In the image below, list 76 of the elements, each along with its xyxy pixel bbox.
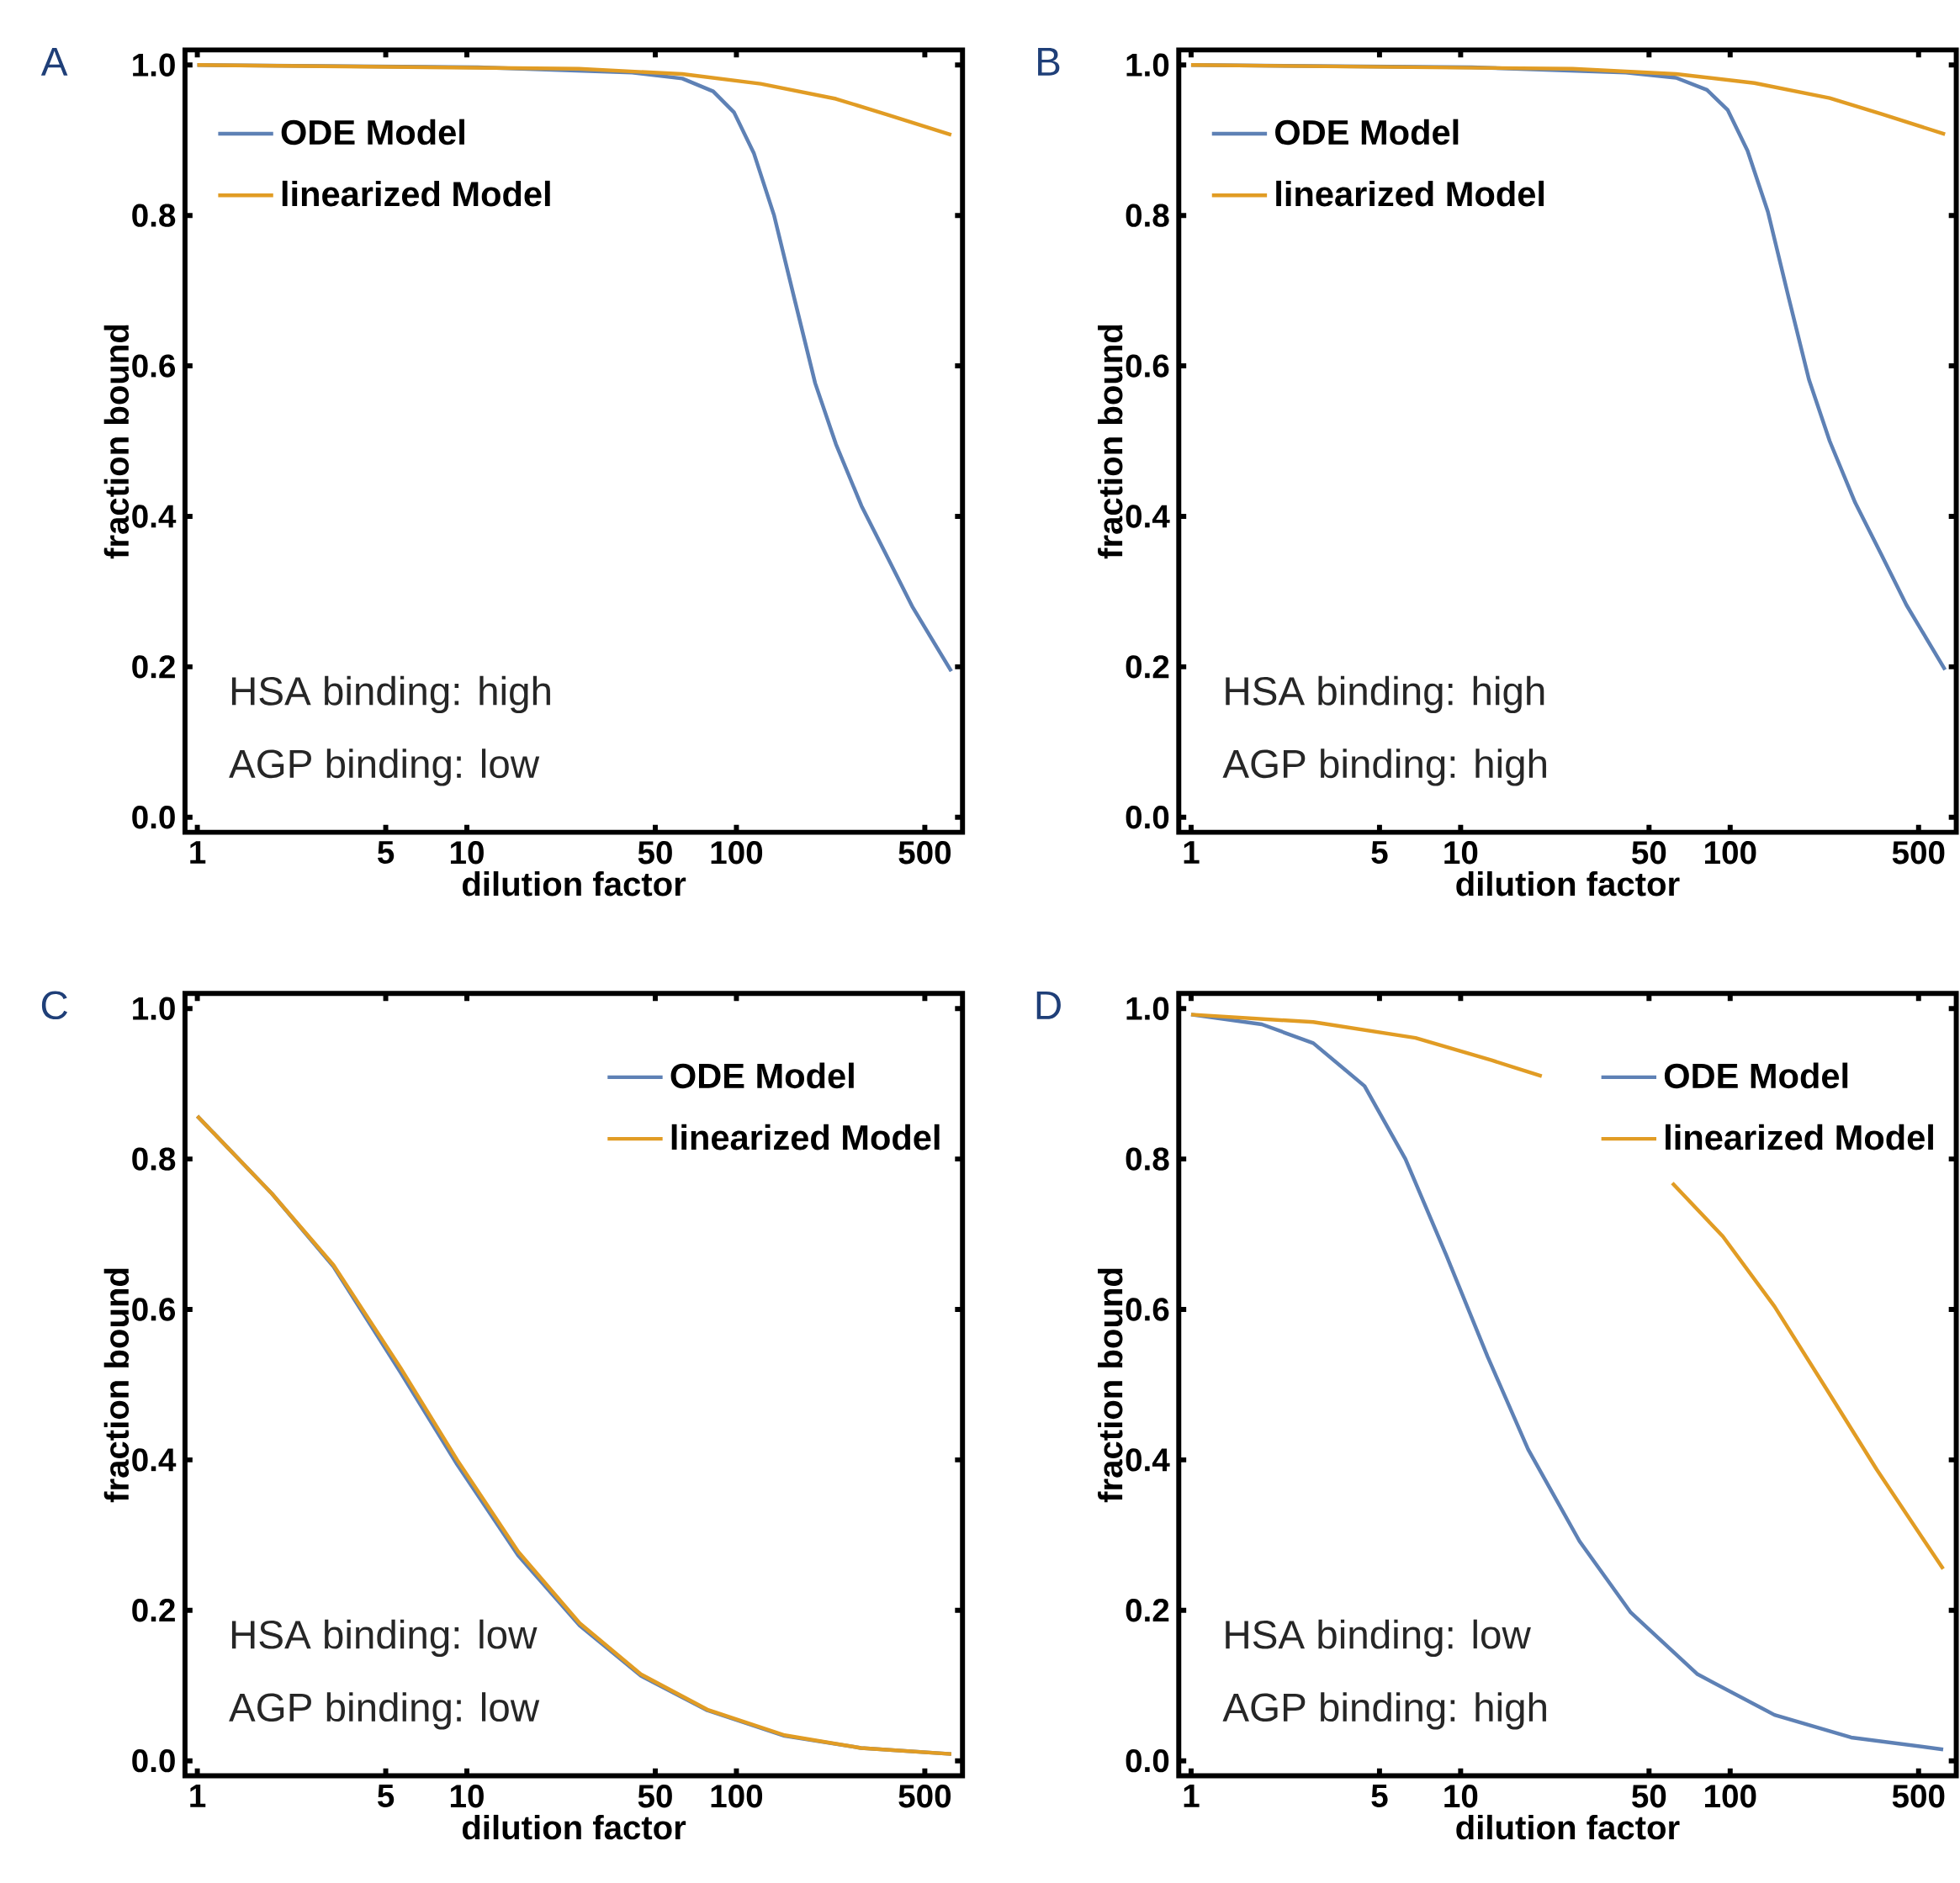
- annotation: AGP binding: high: [1222, 1692, 1546, 1730]
- x-tick-label: 500: [1892, 840, 1945, 865]
- legend-label: linearized Model: [671, 1124, 940, 1150]
- y-tick-label: 1.0: [1126, 997, 1169, 1020]
- x-axis-title: dilution factor: [1456, 1814, 1680, 1840]
- legend-label: ODE Model: [281, 119, 464, 145]
- x-tick-label: 100: [711, 840, 763, 865]
- chart-title: C: [41, 991, 68, 1019]
- x-tick-label: 10: [450, 840, 484, 865]
- x-tick-label: 100: [1704, 840, 1756, 865]
- y-tick-label: 1.0: [1126, 53, 1169, 77]
- annotation: AGP binding: low: [229, 1692, 540, 1730]
- y-tick-label: 0.8: [1126, 204, 1169, 227]
- chart-title: B: [1038, 47, 1060, 76]
- legend-label: ODE Model: [670, 1062, 854, 1088]
- x-tick-label: 1: [190, 840, 206, 864]
- y-tick-label: 0.8: [132, 204, 176, 227]
- y-tick-label: 1.0: [133, 997, 175, 1020]
- legend-label: linearized Model: [282, 180, 550, 207]
- x-axis-title: dilution factor: [462, 1814, 686, 1840]
- x-tick-label: 1: [190, 1784, 206, 1807]
- y-tick-label: 0.0: [132, 805, 175, 829]
- y-tick-label: 0.6: [1126, 354, 1169, 378]
- x-tick-label: 50: [638, 840, 672, 865]
- x-axis-title: dilution factor: [462, 870, 686, 897]
- x-tick-label: 10: [1444, 1784, 1478, 1808]
- chart-title: D: [1036, 991, 1061, 1019]
- x-tick-label: 5: [378, 1784, 395, 1807]
- x-tick-label: 500: [898, 1784, 951, 1808]
- y-tick-label: 0.6: [132, 1298, 176, 1321]
- x-tick-label: 50: [1632, 1784, 1666, 1808]
- y-tick-label: 0.6: [132, 354, 176, 378]
- y-tick-label: 0.2: [132, 1598, 175, 1622]
- x-tick-label: 5: [1371, 840, 1388, 864]
- x-tick-label: 5: [378, 840, 395, 864]
- x-axis-title: dilution factor: [1456, 870, 1680, 897]
- y-tick-label: 0.4: [132, 1448, 177, 1472]
- y-axis-title: fraction bound: [103, 325, 130, 559]
- x-tick-label: 10: [1444, 840, 1478, 865]
- y-axis-title: fraction bound: [103, 1268, 130, 1502]
- chart-title: A: [40, 47, 68, 76]
- legend-label: ODE Model: [1275, 119, 1459, 145]
- y-tick-label: 0.8: [1126, 1147, 1169, 1171]
- y-tick-label: 0.6: [1126, 1298, 1169, 1321]
- y-tick-label: 0.8: [132, 1147, 176, 1171]
- x-tick-label: 100: [1704, 1784, 1756, 1808]
- x-tick-label: 1: [1184, 840, 1200, 864]
- x-tick-label: 500: [1892, 1784, 1945, 1808]
- legend-label: linearized Model: [1666, 1124, 1933, 1150]
- y-tick-label: 0.0: [1126, 1748, 1169, 1773]
- x-tick-label: 10: [450, 1784, 484, 1808]
- legend-label: ODE Model: [1664, 1062, 1848, 1088]
- x-tick-label: 1: [1184, 1784, 1200, 1807]
- annotation: HSA binding: low: [231, 1619, 538, 1657]
- annotation: HSA binding: low: [1226, 1619, 1531, 1657]
- x-tick-label: 50: [1632, 840, 1666, 865]
- y-axis-title: fraction bound: [1098, 1268, 1123, 1502]
- y-tick-label: 0.2: [1126, 1598, 1169, 1622]
- x-tick-label: 100: [711, 1784, 763, 1808]
- annotation: AGP binding: high: [1222, 748, 1546, 786]
- y-tick-label: 0.0: [1126, 805, 1169, 829]
- y-tick-label: 0.4: [1126, 505, 1170, 528]
- x-tick-label: 5: [1371, 1784, 1388, 1807]
- annotation: AGP binding: low: [229, 748, 540, 786]
- y-tick-label: 0.4: [1126, 1448, 1170, 1472]
- y-tick-label: 0.0: [132, 1748, 175, 1773]
- annotation: HSA binding: high: [1226, 675, 1544, 713]
- legend-label: linearized Model: [1276, 180, 1544, 207]
- x-tick-label: 50: [638, 1784, 672, 1808]
- y-tick-label: 1.0: [133, 53, 175, 77]
- x-tick-label: 500: [898, 840, 951, 865]
- y-tick-label: 0.2: [132, 654, 175, 679]
- annotation: HSA binding: high: [231, 675, 550, 713]
- y-tick-label: 0.4: [132, 505, 177, 528]
- y-tick-label: 0.2: [1126, 654, 1169, 679]
- y-axis-title: fraction bound: [1098, 325, 1123, 559]
